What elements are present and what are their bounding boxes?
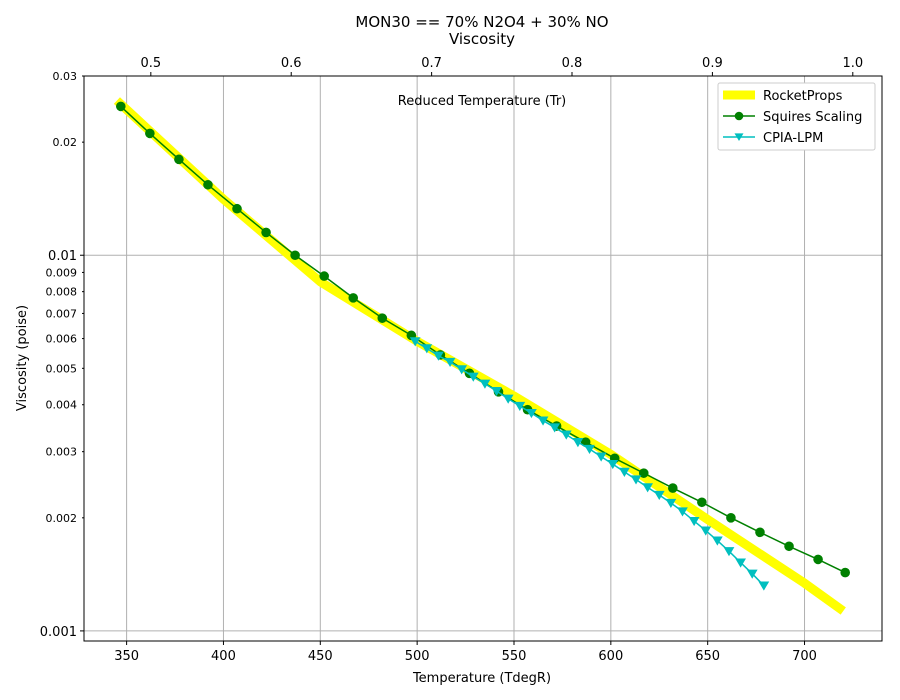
data-point xyxy=(549,423,561,433)
top-x-tick-label: 0.6 xyxy=(281,56,302,71)
y-minor-tick-label: 0.03 xyxy=(53,70,78,83)
data-point xyxy=(688,517,700,527)
data-point xyxy=(174,154,184,165)
data-point xyxy=(502,394,514,404)
data-point xyxy=(560,430,572,440)
series-layer xyxy=(113,97,850,615)
data-point xyxy=(479,379,491,389)
data-point xyxy=(700,526,712,536)
data-point xyxy=(668,483,678,493)
data-point xyxy=(711,536,723,546)
y-minor-tick-label: 0.002 xyxy=(46,512,78,525)
series-line-rocketprops xyxy=(113,97,846,615)
data-point xyxy=(642,483,654,493)
top-x-tick-label: 1.0 xyxy=(842,56,863,71)
data-point xyxy=(677,507,688,517)
data-point xyxy=(638,468,649,478)
chart-subtitle: Viscosity xyxy=(449,30,515,48)
data-point xyxy=(537,416,549,426)
data-point xyxy=(232,203,242,214)
grid-layer xyxy=(84,76,882,641)
legend-label-cpia-lpm: CPIA-LPM xyxy=(763,131,823,146)
data-point xyxy=(653,490,665,501)
data-point xyxy=(491,386,502,397)
data-point xyxy=(758,581,770,591)
plot-frame xyxy=(83,75,883,642)
legend-box xyxy=(717,82,876,151)
y-minor-tick-label: 0.004 xyxy=(46,399,78,412)
x-tick-label: 500 xyxy=(405,649,430,664)
data-point xyxy=(409,337,421,347)
data-point xyxy=(319,271,329,281)
data-point xyxy=(444,357,456,367)
y-minor-tick-label: 0.003 xyxy=(46,446,78,459)
y-tick-label: 0.001 xyxy=(40,625,77,640)
chart-title: MON30 == 70% N2O4 + 30% NO xyxy=(355,13,608,31)
top-x-tick-label: 0.7 xyxy=(421,56,442,71)
data-point xyxy=(697,497,707,508)
data-point xyxy=(735,558,746,568)
x-tick-label: 550 xyxy=(502,649,527,664)
data-point xyxy=(723,547,735,557)
top-x-axis-label: Reduced Temperature (Tr) xyxy=(398,94,566,109)
x-tick-label: 650 xyxy=(695,649,720,664)
legend-marker-squires-scaling xyxy=(734,111,744,121)
data-point xyxy=(421,344,433,354)
legend-marker-cpia-lpm xyxy=(734,133,744,142)
tick-layer: 350 400 450 500 550 600 650 700 0.5 0.6 0.7 0.8 0.9 1… xyxy=(40,56,863,664)
x-tick-label: 700 xyxy=(792,649,817,664)
data-point xyxy=(746,569,758,579)
data-point xyxy=(572,438,584,448)
y-minor-tick-label: 0.008 xyxy=(46,286,78,299)
data-point xyxy=(755,527,765,538)
data-point xyxy=(514,401,526,411)
data-point xyxy=(784,541,794,552)
data-point xyxy=(813,554,823,565)
data-point xyxy=(348,293,359,303)
top-x-tick-label: 0.5 xyxy=(140,56,161,71)
data-point xyxy=(595,452,607,462)
legend-label-rocketprops: RocketProps xyxy=(763,89,843,104)
data-point xyxy=(619,467,630,477)
y-tick-label: 0.01 xyxy=(48,249,77,264)
x-tick-label: 350 xyxy=(114,649,139,664)
y-axis-label: Viscosity (poise) xyxy=(15,305,30,411)
data-point xyxy=(526,408,537,419)
top-x-tick-label: 0.9 xyxy=(702,56,723,71)
data-point xyxy=(261,227,271,238)
x-axis-label: Temperature (TdegR) xyxy=(412,671,551,686)
data-point xyxy=(630,475,642,485)
series-line-cpia-lpm xyxy=(414,340,765,587)
y-minor-tick-label: 0.009 xyxy=(46,266,78,279)
data-point xyxy=(840,567,850,578)
x-tick-label: 450 xyxy=(308,649,333,664)
y-minor-tick-label: 0.006 xyxy=(46,333,78,346)
data-point xyxy=(726,513,736,523)
data-point xyxy=(203,179,213,190)
x-tick-label: 600 xyxy=(598,649,623,664)
y-minor-tick-label: 0.007 xyxy=(46,307,78,320)
data-point xyxy=(607,459,619,470)
data-point xyxy=(290,250,300,261)
y-minor-tick-label: 0.02 xyxy=(53,136,78,149)
data-point xyxy=(467,372,479,382)
legend-label-squires-scaling: Squires Scaling xyxy=(763,110,862,125)
series-line-squires-scaling xyxy=(120,105,846,574)
top-x-tick-label: 0.8 xyxy=(562,56,583,71)
data-point xyxy=(433,351,444,361)
y-minor-tick-label: 0.005 xyxy=(46,362,78,375)
data-point xyxy=(584,444,595,455)
data-point xyxy=(377,313,388,323)
data-point xyxy=(456,365,468,375)
data-point xyxy=(116,101,126,112)
x-tick-label: 400 xyxy=(211,649,236,664)
legend: RocketProps Squires Scaling CPIA-LPM xyxy=(717,82,876,151)
data-point xyxy=(145,128,155,139)
data-point xyxy=(665,498,677,509)
